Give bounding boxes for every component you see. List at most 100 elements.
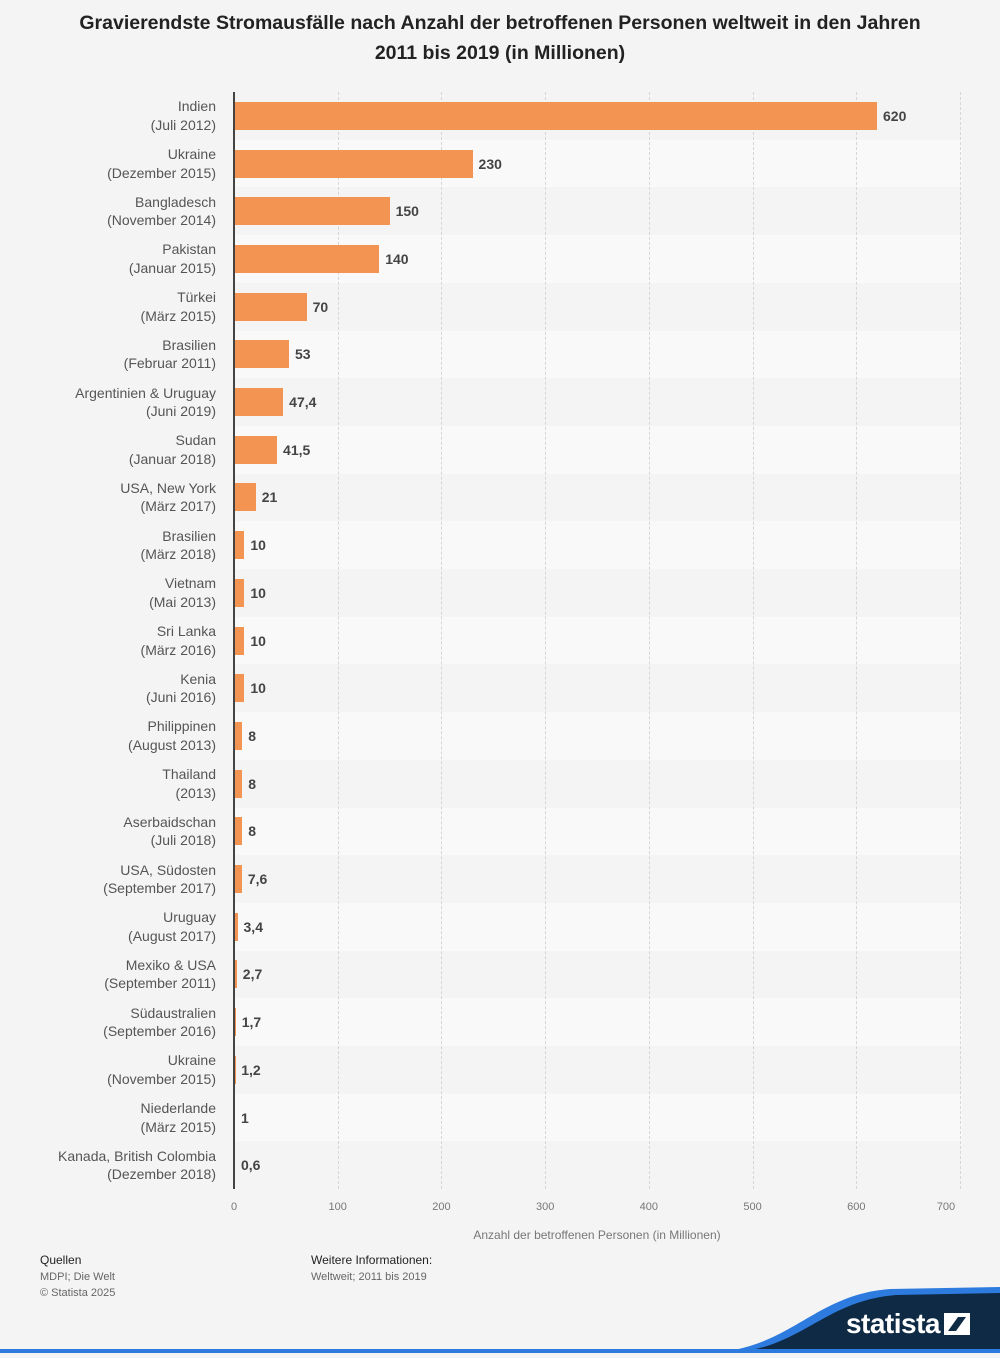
value-label: 8 <box>248 727 256 745</box>
category-label: Kanada, British Colombia(Dezember 2018) <box>0 1147 216 1184</box>
row-background <box>234 331 962 379</box>
value-label: 41,5 <box>283 441 310 459</box>
gridline <box>960 92 961 1189</box>
row-background <box>234 855 962 903</box>
category-label: Uruguay(August 2017) <box>0 908 216 945</box>
bar[interactable] <box>235 1008 236 1036</box>
category-label: USA, Südosten(September 2017) <box>0 861 216 898</box>
bar[interactable] <box>235 674 244 702</box>
bar[interactable] <box>235 770 242 798</box>
row-background <box>234 1046 962 1094</box>
copyright-text: © Statista 2025 <box>40 1285 115 1301</box>
category-label: Ukraine(November 2015) <box>0 1051 216 1088</box>
value-label: 3,4 <box>244 918 263 936</box>
value-label: 230 <box>479 155 502 173</box>
x-tick-label: 0 <box>214 1201 254 1213</box>
category-label: Mexiko & USA(September 2011) <box>0 956 216 993</box>
statista-logo[interactable]: statista <box>700 1283 1000 1353</box>
value-label: 10 <box>250 584 266 602</box>
value-label: 1 <box>241 1109 249 1127</box>
row-background <box>234 283 962 331</box>
bar[interactable] <box>235 483 256 511</box>
x-tick-label: 700 <box>926 1201 966 1213</box>
bar[interactable] <box>235 197 390 225</box>
category-label: Kenia(Juni 2016) <box>0 670 216 707</box>
value-label: 150 <box>396 202 419 220</box>
value-label: 0,6 <box>241 1156 260 1174</box>
bar[interactable] <box>235 531 244 559</box>
bar[interactable] <box>235 436 277 464</box>
bar[interactable] <box>235 293 307 321</box>
bar[interactable] <box>235 150 473 178</box>
sources-text: MDPI; Die Welt <box>40 1269 115 1285</box>
bar[interactable] <box>235 579 244 607</box>
value-label: 2,7 <box>243 965 262 983</box>
brand-name: statista <box>846 1308 940 1340</box>
category-label: Argentinien & Uruguay(Juni 2019) <box>0 384 216 421</box>
bar[interactable] <box>235 340 289 368</box>
value-label: 10 <box>250 536 266 554</box>
category-label: Indien(Juli 2012) <box>0 97 216 134</box>
bar[interactable] <box>235 245 379 273</box>
row-background <box>234 760 962 808</box>
x-tick-label: 400 <box>629 1201 669 1213</box>
bottom-accent-line <box>0 1349 1000 1353</box>
x-tick-label: 100 <box>318 1201 358 1213</box>
row-background <box>234 617 962 665</box>
category-label: Bangladesch(November 2014) <box>0 193 216 230</box>
category-label: Vietnam(Mai 2013) <box>0 574 216 611</box>
info-title[interactable]: Weitere Informationen: <box>311 1253 432 1267</box>
category-label: Sri Lanka(März 2016) <box>0 622 216 659</box>
row-background <box>234 521 962 569</box>
category-label: Ukraine(Dezember 2015) <box>0 145 216 182</box>
row-background <box>234 569 962 617</box>
value-label: 70 <box>313 298 329 316</box>
category-label: Thailand(2013) <box>0 765 216 802</box>
row-background <box>234 951 962 999</box>
gridline <box>545 92 546 1189</box>
gridline <box>649 92 650 1189</box>
value-label: 140 <box>385 250 408 268</box>
category-label: Niederlande(März 2015) <box>0 1099 216 1136</box>
info-text: Weltweit; 2011 bis 2019 <box>311 1269 427 1285</box>
bar[interactable] <box>235 722 242 750</box>
bar[interactable] <box>235 388 283 416</box>
value-label: 47,4 <box>289 393 316 411</box>
category-label: Brasilien(März 2018) <box>0 527 216 564</box>
category-label: Türkei(März 2015) <box>0 288 216 325</box>
category-label: Philippinen(August 2013) <box>0 717 216 754</box>
bar[interactable] <box>235 913 238 941</box>
value-label: 7,6 <box>248 870 267 888</box>
bar[interactable] <box>235 960 237 988</box>
x-tick-label: 300 <box>525 1201 565 1213</box>
statista-mark-icon <box>944 1313 970 1335</box>
row-background <box>234 474 962 522</box>
row-background <box>234 903 962 951</box>
row-background <box>234 712 962 760</box>
bar[interactable] <box>235 817 242 845</box>
value-label: 21 <box>262 488 278 506</box>
category-label: Brasilien(Februar 2011) <box>0 336 216 373</box>
category-label: Südaustralien(September 2016) <box>0 1004 216 1041</box>
value-label: 1,2 <box>241 1061 260 1079</box>
gridline <box>753 92 754 1189</box>
value-label: 620 <box>883 107 906 125</box>
x-tick-label: 500 <box>733 1201 773 1213</box>
row-background <box>234 1141 962 1189</box>
row-background <box>234 1094 962 1142</box>
row-background <box>234 998 962 1046</box>
x-axis-label: Anzahl der betroffenen Personen (in Mill… <box>234 1228 960 1242</box>
bar[interactable] <box>235 102 877 130</box>
value-label: 8 <box>248 775 256 793</box>
sources-title[interactable]: Quellen <box>40 1253 81 1267</box>
value-label: 53 <box>295 345 311 363</box>
bar[interactable] <box>235 865 242 893</box>
value-label: 10 <box>250 632 266 650</box>
value-label: 1,7 <box>242 1013 261 1031</box>
row-background <box>234 664 962 712</box>
category-label: Sudan(Januar 2018) <box>0 431 216 468</box>
category-label: Pakistan(Januar 2015) <box>0 240 216 277</box>
x-tick-label: 600 <box>836 1201 876 1213</box>
row-background <box>234 808 962 856</box>
bar[interactable] <box>235 627 244 655</box>
